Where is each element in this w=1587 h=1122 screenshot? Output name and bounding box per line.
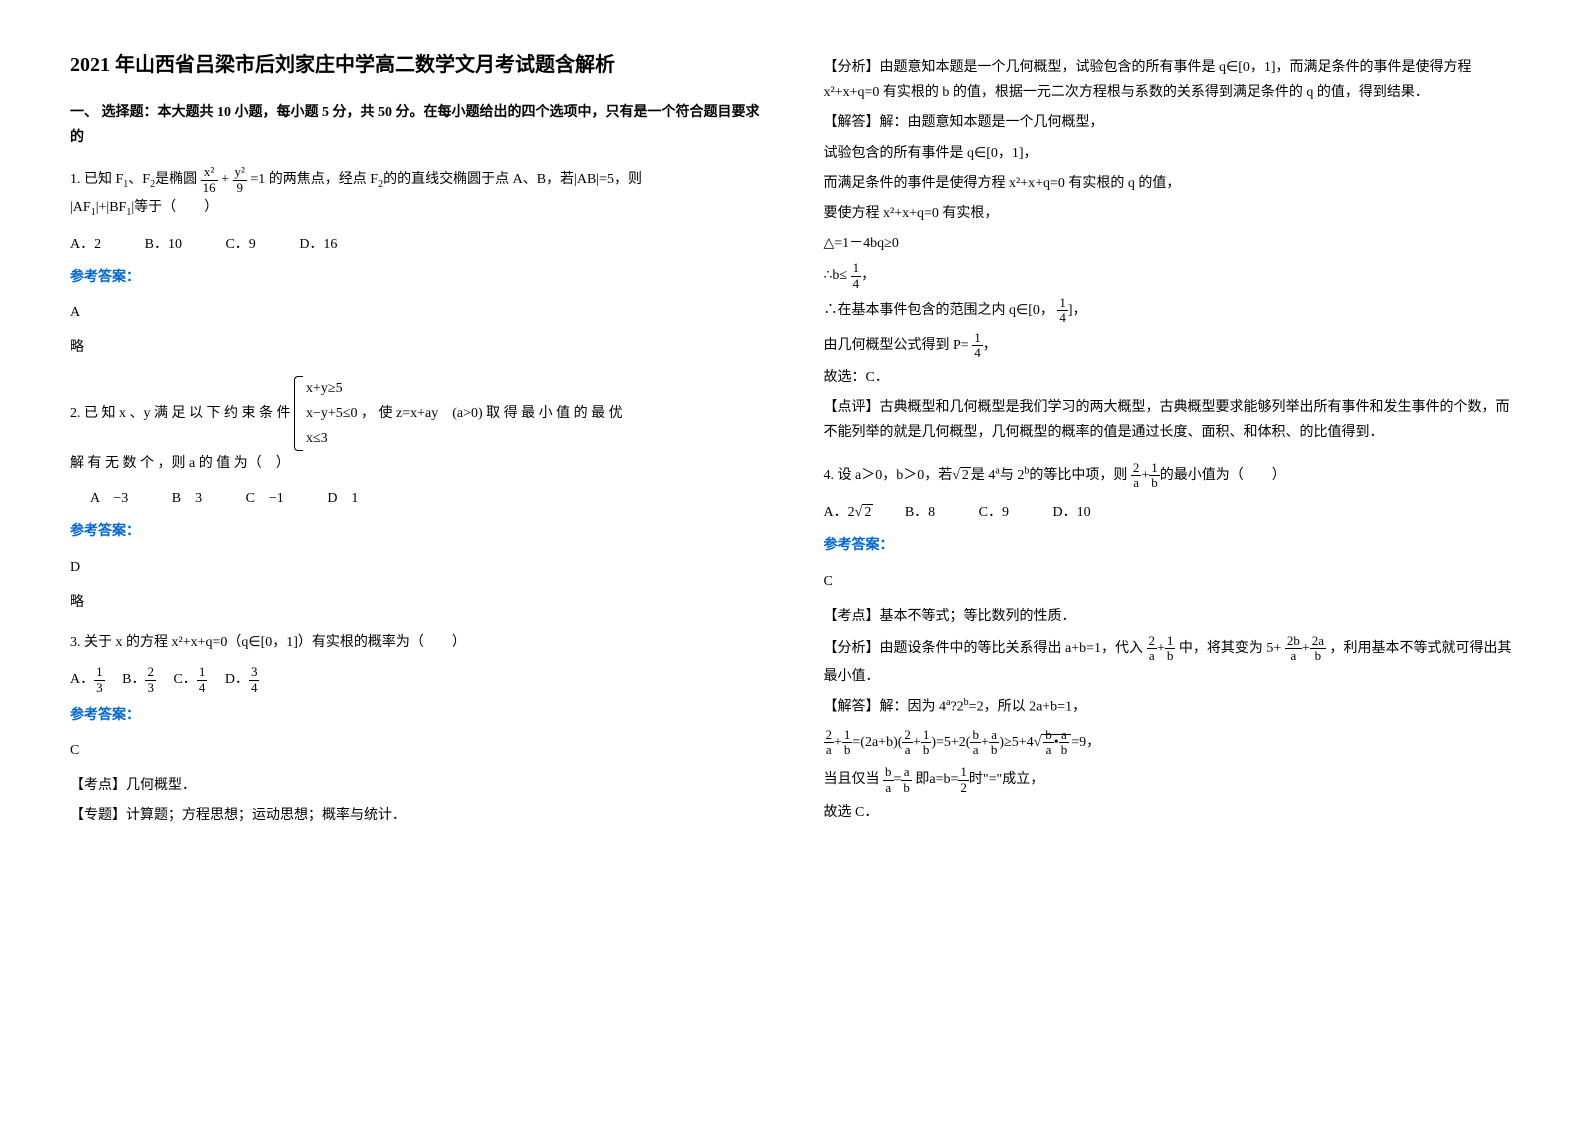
fraction: x² 16	[201, 165, 218, 195]
answer-label: 参考答案：	[70, 519, 764, 544]
fraction: y² 9	[233, 165, 247, 195]
q2-text: 解 有 无 数 个 ，则 a 的 值 为（ ）	[70, 451, 764, 476]
question-1: 1. 已知 F1、F2是椭圆 x² 16 + y² 9 =1 的两焦点，经点 F…	[70, 165, 764, 221]
q3-sol-line: ∴b≤ 14，	[824, 261, 1518, 291]
q4-formula: 2a+1b=(2a+b)(2a+1b)=5+2(ba+ab)≥5+4√ba•ab…	[824, 728, 1518, 758]
q3-answer: C	[70, 738, 764, 763]
section-1-title: 一、 选择题：本大题共 10 小题，每小题 5 分，共 50 分。在每小题给出的…	[70, 100, 764, 150]
q1-text: 的的直线交椭圆于点 A、B，若|AB|=5，则	[383, 172, 642, 187]
q3-sol-line: 要使方程 x²+x+q=0 有实根，	[824, 201, 1518, 226]
option-b: B 3	[172, 486, 202, 511]
option-a: A −3	[90, 486, 128, 511]
q4-answer: C	[824, 569, 1518, 594]
q4-sol-line: 故选 C．	[824, 800, 1518, 825]
option-c: C．9	[225, 232, 255, 257]
q2-text: 2. 已 知 x 、y 满 足 以 下 约 束 条 件	[70, 406, 291, 421]
option-a: A．2	[70, 232, 101, 257]
q4-sol-line: 当且仅当 ba=ab 即a=b=12时"="成立，	[824, 765, 1518, 795]
q1-text: 1. 已知 F	[70, 172, 123, 187]
q3-sol-line: 由几何概型公式得到 P= 14，	[824, 331, 1518, 361]
q1-answer: A	[70, 300, 764, 325]
q3-topic: 【专题】计算题；方程思想；运动思想；概率与统计．	[70, 803, 764, 828]
option-d: D．16	[299, 232, 337, 257]
question-4: 4. 设 a＞0，b＞0，若√2是 4a与 2b的等比中项，则 2a+1b的最小…	[824, 461, 1518, 491]
exam-title: 2021 年山西省吕梁市后刘家庄中学高二数学文月考试题含解析	[70, 50, 764, 80]
q3-sol-line: △=1－4bq≥0	[824, 231, 1518, 256]
q3-sol-line: ∴在基本事件包含的范围之内 q∈[0， 14]，	[824, 296, 1518, 326]
q3-options: A．13 B．23 C．14 D．34	[70, 665, 764, 695]
q3-sol-line: 而满足条件的事件是使得方程 x²+x+q=0 有实根的 q 的值，	[824, 171, 1518, 196]
option-a: A．	[70, 672, 94, 687]
answer-label: 参考答案：	[70, 703, 764, 728]
option-c: C −1	[246, 486, 284, 511]
option-d: D．	[225, 672, 249, 687]
q1-text: |等于（ ）	[131, 200, 218, 215]
q3-point: 【考点】几何概型．	[70, 773, 764, 798]
q1-note: 略	[70, 335, 764, 360]
question-2: 2. 已 知 x 、y 满 足 以 下 约 束 条 件 x+y≥5 x−y+5≤…	[70, 376, 764, 477]
option-d: D．10	[1053, 500, 1091, 525]
q2-answer: D	[70, 555, 764, 580]
option-b: B．	[122, 672, 145, 687]
q4-options: A．2√2 B．8 C．9 D．10	[824, 500, 1518, 525]
q2-note: 略	[70, 590, 764, 615]
q4-solution: 【解答】解：因为 4a?2b=2，所以 2a+b=1，	[824, 694, 1518, 720]
q3-sol-line: 故选：C．	[824, 365, 1518, 390]
q1-options: A．2 B．10 C．9 D．16	[70, 232, 764, 257]
option-c: C．9	[979, 500, 1009, 525]
option-b: B．10	[145, 232, 182, 257]
option-d: D 1	[327, 486, 358, 511]
question-3: 3. 关于 x 的方程 x²+x+q=0（q∈[0，1]）有实根的概率为（ ）	[70, 630, 764, 655]
constraint-system: x+y≥5 x−y+5≤0 x≤3	[294, 376, 357, 452]
q3-comment: 【点评】古典概型和几何概型是我们学习的两大概型，古典概型要求能够列举出所有事件和…	[824, 395, 1518, 445]
q3-solution: 【解答】解：由题意知本题是一个几何概型，	[824, 110, 1518, 135]
q1-text: 是椭圆	[155, 172, 197, 187]
q1-text: |+|BF	[96, 200, 127, 215]
q2-options: A −3 B 3 C −1 D 1	[90, 486, 764, 511]
option-a: A．2√2	[824, 504, 874, 520]
q4-analysis: 【分析】由题设条件中的等比关系得出 a+b=1，代入 2a+1b 中，将其变为 …	[824, 634, 1518, 689]
option-c: C．	[173, 672, 196, 687]
answer-label: 参考答案：	[824, 533, 1518, 558]
option-b: B．8	[905, 500, 935, 525]
q1-text: =1 的两焦点，经点 F	[250, 172, 378, 187]
q1-text: 、F	[128, 172, 150, 187]
q4-point: 【考点】基本不等式；等比数列的性质．	[824, 604, 1518, 629]
answer-label: 参考答案：	[70, 265, 764, 290]
q1-text: |AF	[70, 200, 91, 215]
q3-sol-line: 试验包含的所有事件是 q∈[0，1]，	[824, 141, 1518, 166]
q3-analysis: 【分析】由题意知本题是一个几何概型，试验包含的所有事件是 q∈[0，1]，而满足…	[824, 55, 1518, 105]
q2-text: ， 使 z=x+ay (a>0) 取 得 最 小 值 的 最 优	[361, 406, 623, 421]
